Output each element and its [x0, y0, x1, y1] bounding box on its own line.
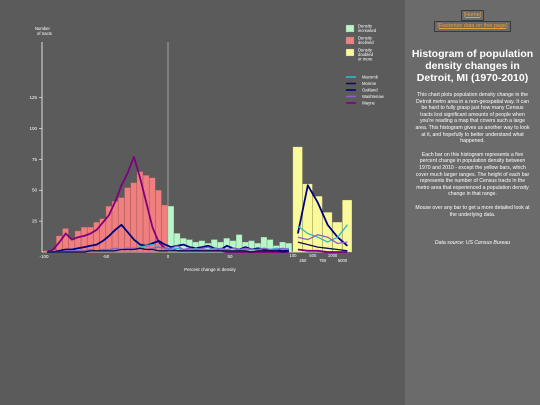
bar-declined[interactable] [130, 182, 137, 253]
description-paragraph-2: Each bar on this histogram represents a … [415, 151, 530, 198]
bar-increased[interactable] [211, 239, 218, 253]
legend-label-county: Macomb [362, 75, 379, 80]
legend-label-category: Density doubled or more [358, 48, 374, 62]
x-tick-label-high: 250 [299, 258, 307, 263]
series-lines-group [46, 156, 348, 253]
y-tick-label: 75 [32, 157, 38, 162]
legend-swatch-category [345, 48, 355, 57]
x-tick-label: 50 [227, 254, 233, 259]
series-line-oakland-high [297, 184, 348, 247]
legend-label-category: Density increased [358, 24, 377, 34]
legend-label-line: doubled [358, 52, 374, 57]
x-tick-label-high: 750 [319, 258, 327, 263]
legend-label-county: Oakland [362, 88, 378, 93]
x-tick-label-high: 500 [309, 253, 317, 258]
bar-doubled[interactable] [302, 183, 313, 253]
bar-declined[interactable] [124, 187, 131, 253]
legend-label-line: Density [358, 48, 373, 53]
legend-label-county: Monroe [362, 81, 377, 86]
home-box: [Home] [460, 10, 485, 21]
y-tick-label: 100 [29, 126, 37, 131]
bar-declined[interactable] [155, 190, 162, 253]
other-box: [Rasterize data on this page] [434, 21, 511, 32]
bar-declined[interactable] [99, 218, 106, 253]
x-tick-label-high: 5000 [338, 258, 348, 263]
y-axis-label-line: Number [35, 26, 50, 31]
legend-swatch-category [345, 36, 355, 45]
legend-swatch-category [345, 24, 355, 33]
bar-declined[interactable] [87, 227, 94, 253]
legend-label-county: Washtenaw [362, 94, 385, 99]
bar-declined[interactable] [112, 201, 119, 253]
series-line-macomb-high [297, 224, 348, 243]
bar-declined[interactable] [143, 175, 150, 253]
data-source: Data source: US Census Bureau [434, 240, 511, 247]
bar-increased[interactable] [167, 206, 174, 253]
x-axis-label: Percent change in density [184, 267, 237, 272]
bar-declined[interactable] [105, 206, 112, 253]
x-tick-label: 0 [167, 254, 170, 259]
legend-label-line: declined [358, 40, 374, 45]
x-tick-label-high: 100 [290, 253, 298, 258]
bar-doubled[interactable] [312, 196, 323, 253]
y-axis-label-line: of tracts [37, 31, 52, 36]
legend-label-line: increased [358, 28, 377, 33]
series-line-washtenaw [47, 245, 290, 253]
legend-label-county: Wayne [362, 101, 376, 106]
series-line-monroe-high [297, 241, 348, 252]
y-tick-label: 25 [32, 219, 38, 224]
legend-label-line: or more [358, 57, 373, 62]
bar-increased[interactable] [174, 233, 181, 253]
x-tick-label: -100 [39, 254, 49, 259]
page-title: Histogram of population density changes … [411, 48, 534, 84]
bar-declined[interactable] [161, 204, 168, 253]
series-line-monroe [47, 247, 290, 253]
y-axis-label: Number of tracts [35, 26, 52, 36]
rasterize-link[interactable]: Rasterize data on this page [439, 23, 506, 29]
x-tick-label-high: 1000 [328, 253, 338, 258]
legend-label-line: Density [358, 36, 373, 41]
y-tick-label: 50 [32, 188, 38, 193]
y-tick-label: 125 [29, 95, 37, 100]
bar-doubled[interactable] [292, 146, 303, 253]
series-line-washtenaw-high [297, 234, 348, 245]
legend-label-category: Density declined [358, 36, 374, 46]
x-tick-label: -50 [103, 254, 110, 259]
legend-label-line: Density [358, 24, 373, 29]
bar-declined[interactable] [93, 222, 100, 253]
bar-declined[interactable] [136, 171, 143, 253]
home-link[interactable]: Home [465, 12, 480, 18]
bar-declined[interactable] [62, 228, 69, 253]
description-paragraph-1: This chart plots population density chan… [415, 92, 530, 145]
description-paragraph-3: Mouse over any bar to get a more detaile… [415, 204, 530, 218]
series-line-wayne-high [297, 248, 348, 253]
nav-links: [Home] [Rasterize data on this page] [411, 10, 534, 32]
info-sidebar: [Home] [Rasterize data on this page] His… [405, 0, 540, 405]
